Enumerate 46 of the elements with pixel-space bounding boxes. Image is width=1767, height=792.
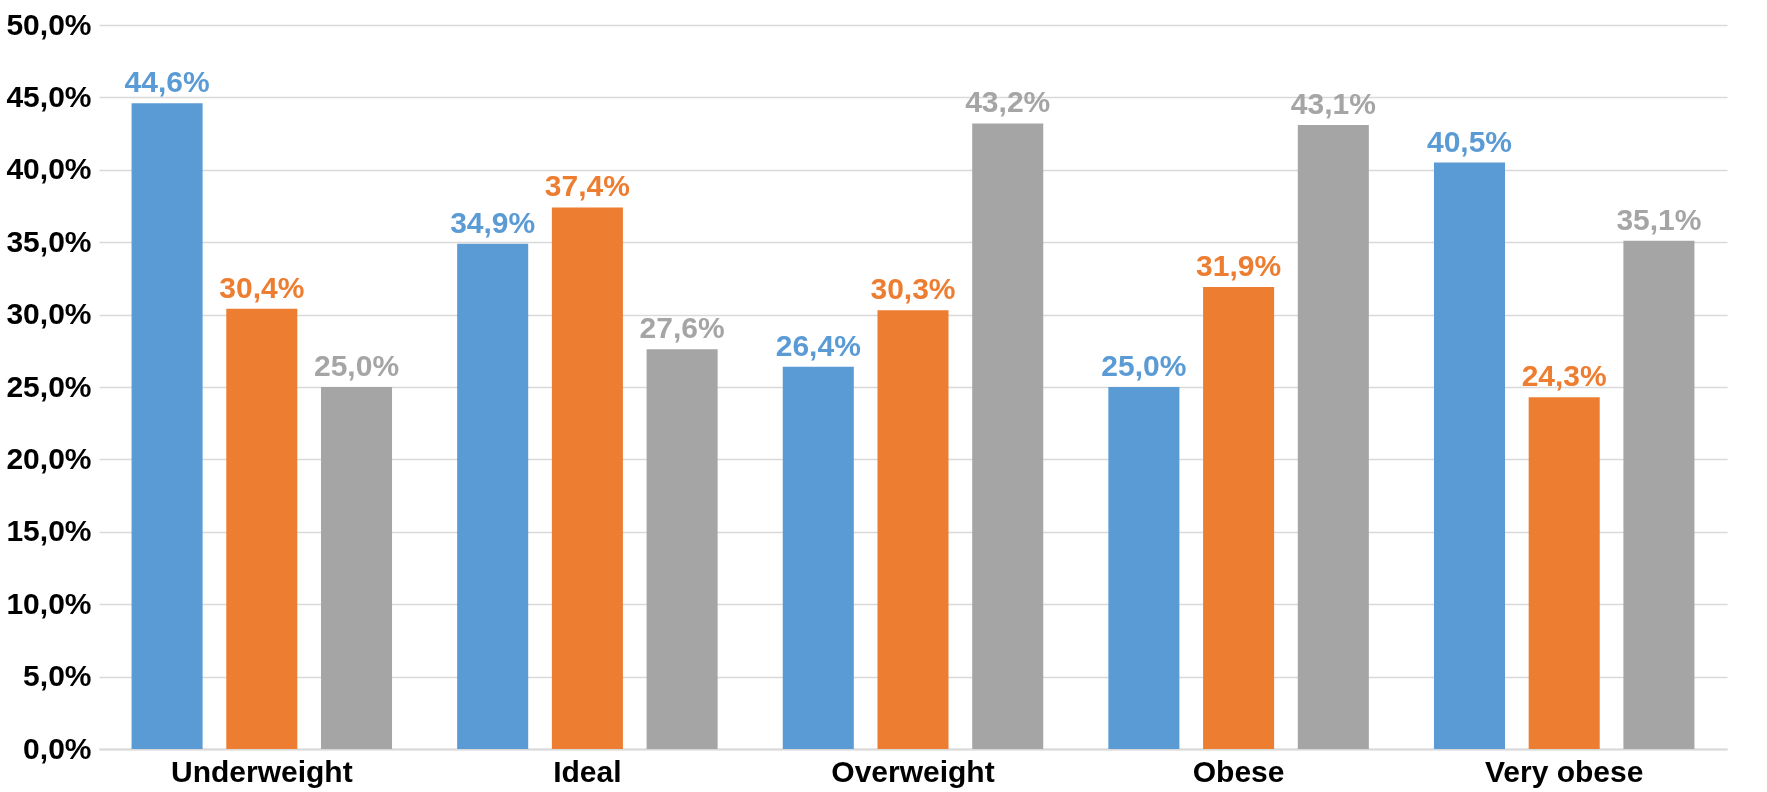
bar xyxy=(1623,240,1695,749)
bar xyxy=(1203,287,1275,749)
bar xyxy=(457,243,529,749)
data-label: 37,4% xyxy=(544,169,630,203)
bar xyxy=(1297,124,1369,749)
y-tick-label: 50,0% xyxy=(6,7,92,41)
data-label: 34,9% xyxy=(450,205,536,239)
data-label: 26,4% xyxy=(775,328,861,362)
y-tick-label: 40,0% xyxy=(6,152,92,186)
bar xyxy=(646,349,718,749)
data-label: 30,4% xyxy=(219,270,305,304)
bar xyxy=(1528,397,1600,749)
data-label: 30,3% xyxy=(870,272,956,306)
bar xyxy=(972,123,1044,749)
x-tick-label: Overweight xyxy=(831,754,995,788)
data-label: 44,6% xyxy=(124,65,210,99)
y-tick-label: 5,0% xyxy=(23,659,92,693)
x-tick-label: Obese xyxy=(1192,754,1285,788)
data-label: 27,6% xyxy=(639,311,725,345)
y-tick-label: 20,0% xyxy=(6,441,92,475)
data-label: 43,1% xyxy=(1290,86,1376,120)
x-tick-label: Ideal xyxy=(553,754,622,788)
bar xyxy=(877,310,949,749)
data-label: 43,2% xyxy=(965,85,1051,119)
y-tick-label: 30,0% xyxy=(6,297,92,331)
bar xyxy=(1108,387,1180,749)
bar xyxy=(782,366,854,749)
data-label: 24,3% xyxy=(1521,359,1607,393)
y-tick-label: 45,0% xyxy=(6,79,92,113)
bar xyxy=(226,308,298,749)
x-tick-label: Very obese xyxy=(1484,754,1644,788)
data-label: 25,0% xyxy=(313,349,400,382)
bar xyxy=(131,103,203,749)
data-label: 31,9% xyxy=(1196,249,1282,283)
y-tick-label: 35,0% xyxy=(6,224,92,258)
data-label: 40,5% xyxy=(1426,124,1513,158)
x-tick-label: Underweight xyxy=(170,754,353,788)
bar xyxy=(321,387,393,749)
data-label: 35,1% xyxy=(1616,202,1702,236)
data-label: 25,0% xyxy=(1101,349,1187,382)
y-tick-label: 0,0% xyxy=(23,731,92,765)
y-tick-label: 15,0% xyxy=(6,514,92,548)
bar xyxy=(1433,162,1505,749)
bar xyxy=(551,207,623,749)
y-tick-label: 10,0% xyxy=(6,586,92,620)
y-tick-label: 25,0% xyxy=(6,369,92,403)
